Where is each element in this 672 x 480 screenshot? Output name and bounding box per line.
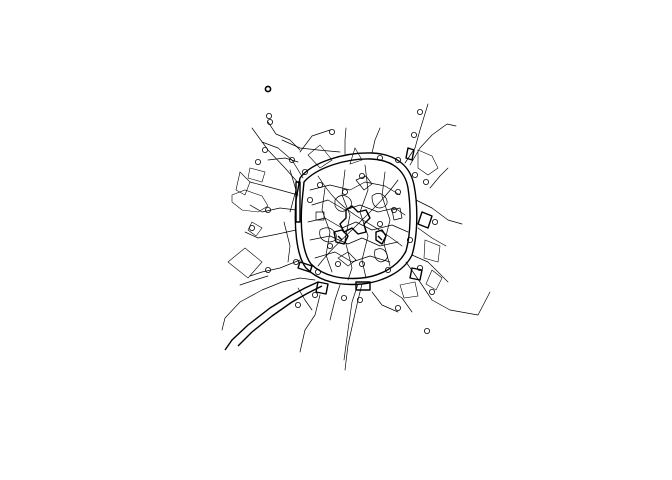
radial-roads bbox=[221, 103, 491, 371]
dense-clusters bbox=[295, 147, 433, 295]
outer-fringe bbox=[227, 121, 449, 313]
nodes bbox=[248, 85, 438, 334]
inner-streets bbox=[307, 164, 409, 281]
